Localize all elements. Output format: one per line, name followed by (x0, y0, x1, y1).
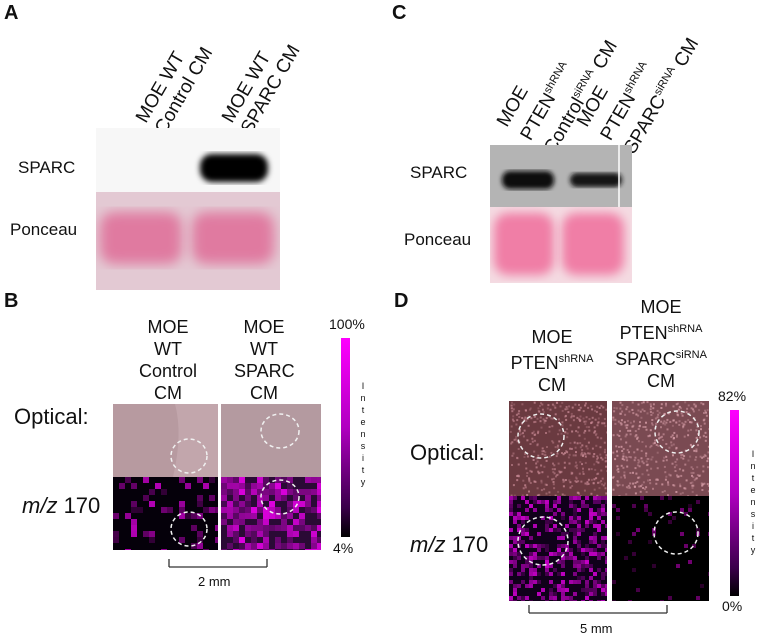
blot-a-sparc-band (200, 154, 268, 182)
image-b-sparc (221, 404, 321, 550)
row-label-optical-b: Optical: (14, 404, 89, 429)
image-d-sparc (612, 401, 709, 601)
image-b-control (113, 404, 218, 550)
panel-letter-d: D (394, 290, 409, 312)
column-label-d2: MOE PTENshRNA SPARCsiRNA CM (615, 297, 707, 391)
row-label-optical-d: Optical: (410, 440, 485, 465)
panel-letter-c: C (392, 2, 407, 24)
blot-a-ponceau-band-2 (192, 212, 274, 264)
roi-circle-d-sparc-msi (653, 511, 699, 555)
roi-circle-b-control-optical (170, 438, 208, 474)
msi-pixels-b-sparc (221, 477, 321, 550)
colorbar-d (730, 410, 739, 596)
image-d-control (509, 401, 607, 601)
row-label-sparc-a: SPARC (18, 158, 76, 177)
blot-c-ponceau-band-2 (562, 213, 624, 275)
blot-c (490, 145, 632, 283)
blot-a-ponceau-band-1 (100, 212, 182, 264)
column-label-b2: MOE WT SPARC CM (234, 317, 295, 403)
blot-a (96, 128, 280, 290)
scale-bar-d (528, 605, 668, 614)
roi-circle-b-sparc-optical (260, 413, 300, 449)
blot-c-sparc-band-2 (570, 173, 622, 187)
scale-label-b: 2 mm (198, 574, 231, 589)
lane-label-a1: MOE WT Control CM (132, 33, 218, 138)
column-label-d1: MOE PTENshRNA CM (510, 327, 594, 395)
msi-pixels-d-control (509, 496, 607, 601)
scale-bar-b (168, 559, 268, 568)
scale-label-d: 5 mm (580, 621, 613, 636)
panel-letter-b: B (4, 290, 19, 312)
optical-image-b-sparc (221, 404, 321, 477)
colorbar-b (341, 338, 350, 537)
colorbar-max-d: 82% (718, 388, 747, 404)
blot-c-ponceau-band-1 (494, 213, 554, 275)
row-label-mz-b: m/z 170 (22, 493, 101, 518)
colorbar-max-b: 100% (329, 316, 365, 332)
roi-circle-d-control-msi (517, 516, 569, 566)
colorbar-min-d: 0% (722, 598, 743, 614)
optical-image-d-sparc (612, 401, 709, 496)
roi-circle-b-control-msi (170, 511, 208, 547)
row-label-sparc-c: SPARC (410, 163, 468, 182)
msi-pixels-b-control (113, 477, 218, 550)
colorbar-min-b: 4% (333, 540, 354, 556)
row-label-ponceau-c: Ponceau (404, 230, 472, 249)
row-label-ponceau-a: Ponceau (10, 220, 78, 239)
roi-circle-d-control-optical (517, 413, 565, 459)
row-label-mz-d: m/z 170 (410, 532, 489, 557)
blot-c-sparc-band-1 (502, 171, 554, 189)
lane-label-a2: MOE WT SPARC CM (218, 30, 306, 138)
panel-letter-a: A (4, 2, 19, 24)
roi-circle-b-sparc-msi (260, 479, 300, 515)
column-label-b1: MOE WT Control CM (138, 317, 198, 403)
roi-circle-d-sparc-optical (654, 410, 700, 454)
